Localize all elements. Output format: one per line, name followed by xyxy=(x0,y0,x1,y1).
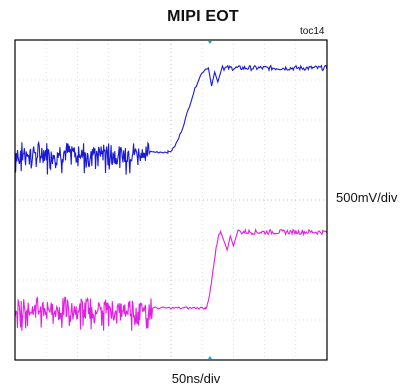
plot-frame xyxy=(14,39,328,361)
grid xyxy=(15,40,327,360)
traces xyxy=(14,64,328,331)
x-scale-label: 50ns/div xyxy=(171,371,221,386)
trace-magenta xyxy=(14,227,328,331)
chart-title: MIPI EOT xyxy=(167,8,239,25)
y-scale-label: 500mV/div xyxy=(336,190,398,205)
trace-blue xyxy=(14,64,328,175)
figure-tag: toc14 xyxy=(300,26,325,37)
trigger-marker-bottom xyxy=(208,356,212,359)
trigger-marker-top xyxy=(208,41,212,44)
